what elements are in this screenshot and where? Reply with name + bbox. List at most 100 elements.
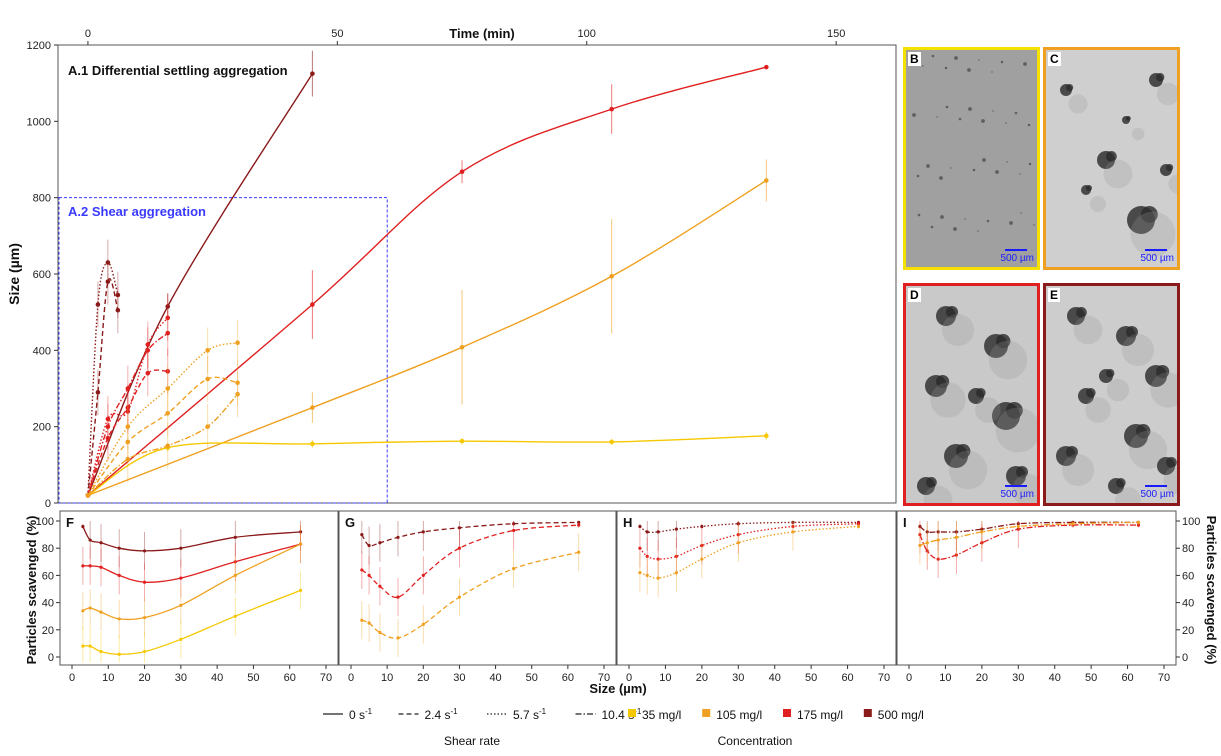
data-point xyxy=(105,424,111,429)
data-point xyxy=(142,615,147,620)
x-axis-tick-label: 30 xyxy=(732,672,744,684)
bottom-y-axis-title-right: Particles scavenged (%) xyxy=(1204,516,1219,665)
x-axis-tick-label: 40 xyxy=(489,672,501,684)
x-axis-tick-label: 60 xyxy=(562,672,574,684)
x-axis-tick-label: 40 xyxy=(1049,672,1061,684)
x-axis-tick-label: 40 xyxy=(211,672,223,684)
panel-G: G 0 10 20 30 40 50 60 70 xyxy=(338,510,617,684)
data-point xyxy=(791,530,795,534)
legend-concentration-label: 175 mg/l xyxy=(797,708,843,722)
data-point xyxy=(299,542,303,546)
x-axis-tick-label: 10 xyxy=(939,672,951,684)
scavenged-line-105mgl xyxy=(919,521,1139,547)
x-axis-tick-label: 30 xyxy=(1012,672,1024,684)
data-point xyxy=(638,571,642,575)
micrograph-c: C 500 µm xyxy=(1043,47,1180,270)
y-axis-tick-label: 80 xyxy=(1182,543,1194,555)
shear-series-line xyxy=(87,393,239,496)
shear-series-line xyxy=(87,332,169,496)
data-point xyxy=(310,405,315,410)
shear-series-line xyxy=(87,261,119,496)
x-axis-tick-label: 60 xyxy=(841,672,853,684)
data-point xyxy=(954,530,958,534)
data-point xyxy=(645,573,649,578)
a1-title: A.1 Differential settling aggregation xyxy=(68,63,288,78)
micrograph-label: D xyxy=(908,288,921,302)
data-point xyxy=(117,652,121,656)
scavenged-line-500mgl xyxy=(361,521,579,547)
data-point xyxy=(378,630,382,635)
data-point xyxy=(700,557,704,561)
y-axis-tick-label: 1200 xyxy=(27,40,51,52)
data-point xyxy=(95,390,101,395)
y-axis-tick-label: 800 xyxy=(33,193,51,205)
x-axis-tick-label: 70 xyxy=(598,672,610,684)
data-point xyxy=(233,535,237,539)
data-point xyxy=(918,524,922,529)
data-point xyxy=(918,543,922,548)
data-point xyxy=(645,554,649,558)
data-point xyxy=(88,606,92,610)
data-point xyxy=(1136,520,1141,524)
data-point xyxy=(81,609,85,613)
data-point xyxy=(310,302,315,307)
data-point xyxy=(360,568,364,572)
data-point xyxy=(856,522,861,526)
data-point xyxy=(421,622,425,626)
scale-bar-label: 500 µm xyxy=(1140,253,1174,264)
x-axis-tick-label: 50 xyxy=(526,672,538,684)
data-point xyxy=(115,307,121,313)
y-axis-tick-label: 0 xyxy=(48,652,54,664)
data-point xyxy=(1136,523,1141,527)
data-point xyxy=(179,637,183,641)
legend-shear-label: 5.7 s-1 xyxy=(513,707,547,722)
scavenged-line-175mgl xyxy=(82,543,301,583)
x-axis-tick-label: 60 xyxy=(284,672,296,684)
data-point xyxy=(105,435,111,441)
data-point xyxy=(736,533,740,537)
data-point xyxy=(512,528,516,533)
panel-a-frame xyxy=(57,44,897,504)
data-point xyxy=(165,386,171,391)
data-point xyxy=(421,573,425,578)
y-axis-tick-label: 60 xyxy=(42,570,54,582)
x-axis-tick-label: 50 xyxy=(1085,672,1097,684)
x-axis-tick-label: 0 xyxy=(906,672,912,684)
data-point xyxy=(764,64,769,70)
y-axis-tick-label: 100 xyxy=(36,516,54,528)
data-point xyxy=(310,71,315,76)
data-point xyxy=(980,527,984,531)
data-point xyxy=(936,530,940,534)
data-point xyxy=(791,520,795,524)
data-point xyxy=(145,342,151,347)
data-point xyxy=(299,588,303,592)
x-axis-tick-label: 0 xyxy=(69,672,75,684)
micrograph-e: E 500 µm xyxy=(1043,283,1180,506)
data-point xyxy=(117,573,121,578)
legend-swatch xyxy=(628,709,636,717)
data-point xyxy=(674,571,678,575)
shear-series-line xyxy=(87,278,119,496)
legend-concentration-label: 500 mg/l xyxy=(878,708,924,722)
micrograph-label: B xyxy=(908,52,921,66)
series-line-175mgl xyxy=(87,66,767,496)
x-axis-tick-label: 10 xyxy=(659,672,671,684)
data-point xyxy=(299,530,303,534)
data-point xyxy=(457,595,462,599)
shear-series-line xyxy=(87,342,238,496)
legend-shear-title: Shear rate xyxy=(444,734,500,748)
data-point xyxy=(577,523,581,527)
bottom-x-axis-title: Size (µm) xyxy=(589,681,646,696)
top-axis-tick-label: 0 xyxy=(85,28,91,40)
series-line-105mgl xyxy=(87,179,767,497)
x-axis-tick-label: 70 xyxy=(1158,672,1170,684)
scavenged-line-105mgl xyxy=(639,525,859,579)
panel-label: G xyxy=(345,515,355,530)
data-point xyxy=(674,527,678,531)
y-axis-tick-label: 400 xyxy=(33,345,51,357)
data-point xyxy=(205,424,210,429)
y-axis-tick-label: 0 xyxy=(45,498,51,510)
data-point xyxy=(125,424,131,429)
data-point xyxy=(88,564,92,568)
